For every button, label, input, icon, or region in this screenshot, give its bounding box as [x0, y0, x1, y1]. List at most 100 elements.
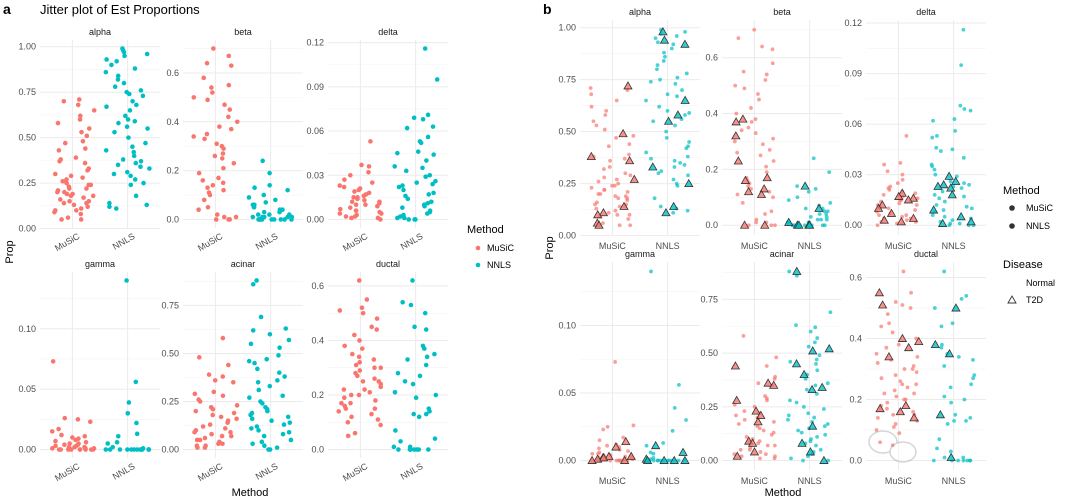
data-point-music — [80, 175, 85, 180]
data-point-music-normal — [765, 398, 769, 403]
data-point-nnls — [132, 66, 138, 71]
data-point-music — [59, 217, 64, 222]
data-point-music — [200, 178, 206, 183]
data-point-nnls-normal — [794, 323, 798, 328]
data-point-nnls-normal — [818, 447, 823, 452]
data-point-nnls-normal — [950, 147, 955, 152]
facet-strip-label: alpha — [629, 7, 651, 17]
data-point-music — [216, 441, 221, 447]
data-point-nnls-t2d — [951, 303, 961, 312]
data-point-music — [57, 158, 62, 164]
data-point-nnls-t2d — [673, 110, 683, 119]
data-point-music — [212, 153, 218, 159]
legend-key-t2d-triangle — [1007, 295, 1017, 304]
data-point-nnls-normal — [683, 113, 687, 117]
data-point-nnls — [414, 447, 420, 452]
data-point-music-normal — [890, 330, 895, 335]
y-tick-label: 0.0 — [311, 445, 324, 455]
data-point-music-normal — [910, 367, 915, 371]
y-axis-label-b: Prop — [544, 236, 556, 259]
data-point-nnls-normal — [967, 458, 972, 463]
data-point-music-normal — [890, 443, 895, 448]
data-point-music-normal — [631, 423, 636, 428]
data-point-music-normal — [887, 187, 892, 192]
data-point-nnls — [132, 177, 138, 182]
data-point-nnls-normal — [971, 358, 975, 362]
data-point-music — [372, 365, 377, 371]
data-point-music — [83, 146, 88, 151]
data-point-nnls-normal — [828, 200, 833, 205]
data-point-music-normal — [589, 104, 594, 109]
data-point-music-normal — [593, 202, 597, 207]
data-point-nnls — [111, 171, 117, 177]
data-point-nnls-normal — [962, 397, 967, 402]
data-point-nnls — [261, 192, 267, 198]
data-point-music-normal — [753, 117, 758, 122]
data-point-music-normal — [616, 181, 621, 186]
data-point-nnls — [258, 217, 264, 222]
data-point-music — [75, 102, 81, 108]
data-point-nnls-normal — [959, 186, 964, 191]
data-point-nnls — [410, 278, 415, 283]
data-point-music — [369, 180, 375, 185]
y-tick-label: 0.75 — [700, 294, 718, 304]
data-point-music-normal — [897, 201, 902, 206]
data-point-music-t2d — [611, 442, 621, 451]
data-point-music-normal — [758, 153, 763, 158]
data-point-music — [360, 379, 366, 384]
data-point-nnls-normal — [806, 189, 811, 194]
data-point-nnls — [266, 447, 271, 452]
data-point-nnls-normal — [658, 204, 663, 209]
data-point-music — [337, 308, 343, 313]
y-tick-label: 0.0 — [849, 456, 862, 466]
y-tick-label: 0.06 — [306, 126, 324, 136]
data-point-music-normal — [752, 27, 757, 32]
data-point-nnls-t2d — [804, 220, 815, 229]
data-point-nnls — [251, 204, 257, 210]
data-point-nnls-t2d — [792, 266, 802, 275]
data-point-music-t2d — [763, 378, 773, 387]
data-point-nnls-t2d — [678, 447, 688, 456]
data-point-nnls-normal — [947, 223, 952, 228]
data-point-nnls-normal — [822, 209, 827, 214]
data-point-music — [56, 426, 61, 432]
data-point-nnls — [283, 326, 289, 331]
data-point-music-normal — [887, 321, 891, 326]
data-point-nnls-normal — [786, 198, 791, 202]
x-tick-label: NNLS — [798, 476, 822, 486]
data-point-nnls — [277, 209, 282, 215]
data-point-music — [68, 173, 74, 179]
data-point-nnls — [287, 420, 293, 425]
data-point-music-t2d — [751, 406, 761, 415]
data-point-nnls-normal — [671, 210, 676, 215]
data-point-music-normal — [771, 195, 775, 200]
data-point-music — [371, 357, 377, 362]
data-point-nnls-normal — [956, 458, 960, 463]
data-point-music-normal — [623, 171, 628, 176]
data-point-music — [191, 95, 197, 100]
point-layer — [49, 27, 977, 464]
data-point-music-normal — [602, 127, 607, 132]
data-point-music — [353, 208, 359, 213]
data-point-music — [342, 177, 347, 182]
data-point-nnls — [432, 351, 437, 357]
data-point-music — [220, 335, 226, 341]
y-tick-label: 0.00 — [558, 456, 576, 466]
data-point-nnls — [430, 124, 436, 129]
data-point-music-normal — [733, 83, 738, 88]
data-point-music — [77, 113, 83, 119]
y-tick-label: 0.2 — [166, 166, 179, 176]
data-point-nnls — [124, 169, 130, 175]
facet-strip-label: ductal — [376, 259, 400, 269]
data-point-music — [202, 136, 207, 142]
data-point-music-t2d — [903, 342, 914, 352]
data-point-nnls-normal — [786, 413, 791, 418]
data-point-music-normal — [763, 452, 768, 456]
data-point-music-normal — [760, 44, 764, 49]
data-point-nnls — [131, 149, 137, 155]
data-point-music-t2d — [896, 217, 907, 226]
data-point-nnls — [258, 314, 264, 320]
data-point-nnls-normal — [962, 107, 967, 111]
data-point-nnls — [402, 379, 408, 384]
data-point-nnls-normal — [795, 195, 800, 200]
